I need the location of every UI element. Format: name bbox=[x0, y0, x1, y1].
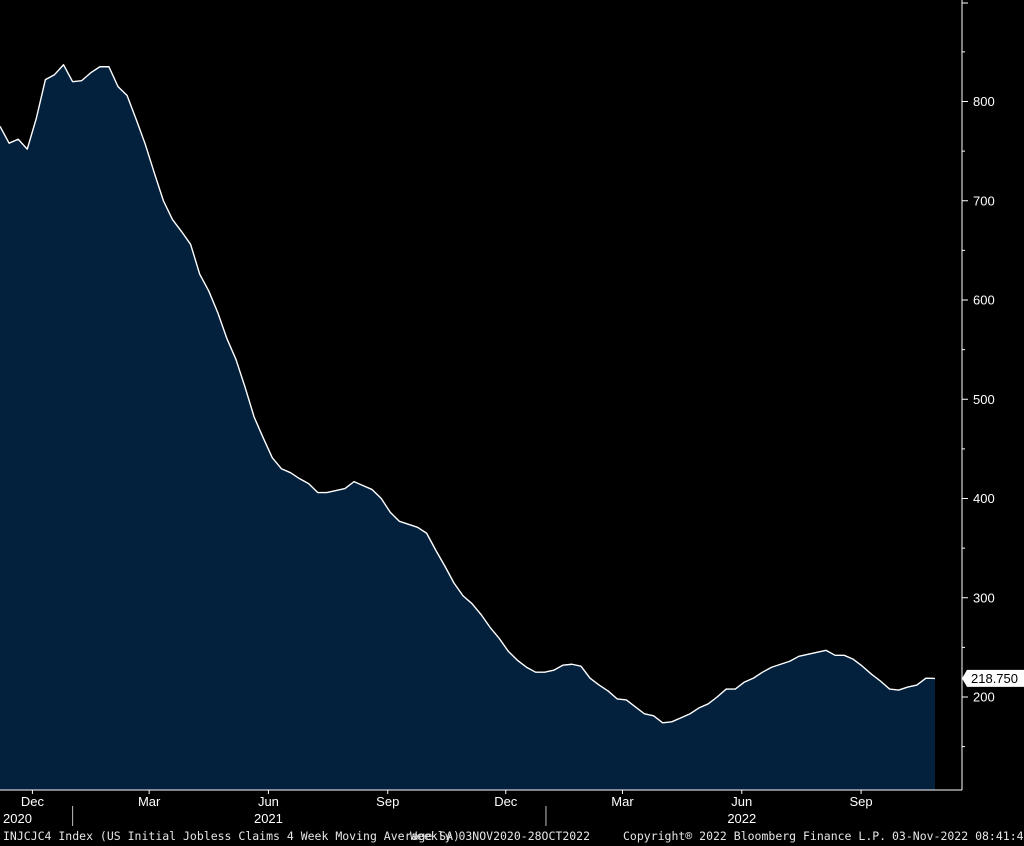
x-year-label: 2022 bbox=[727, 811, 756, 826]
y-tick-label: 200 bbox=[973, 690, 995, 705]
ticker-description: INJCJC4 Index (US Initial Jobless Claims… bbox=[3, 829, 460, 843]
series-line bbox=[0, 64, 936, 724]
y-tick-label: 800 bbox=[973, 94, 995, 109]
y-tick-label: 400 bbox=[973, 491, 995, 506]
x-month-label: Mar bbox=[138, 794, 161, 809]
copyright-notice: Copyright® 2022 Bloomberg Finance L.P. bbox=[623, 829, 887, 843]
chart-footer: INJCJC4 Index (US Initial Jobless Claims… bbox=[0, 826, 1024, 846]
x-month-label: Mar bbox=[611, 794, 634, 809]
y-tick-label: 700 bbox=[973, 193, 995, 208]
series-area-fill bbox=[0, 64, 935, 790]
x-month-label: Dec bbox=[494, 794, 518, 809]
y-tick-label: 500 bbox=[973, 392, 995, 407]
x-month-label: Jun bbox=[731, 794, 752, 809]
x-month-label: Sep bbox=[850, 794, 873, 809]
timestamp: 03-Nov-2022 08:41:41 bbox=[892, 829, 1024, 843]
x-year-label: 2021 bbox=[254, 811, 283, 826]
y-tick-label: 300 bbox=[973, 590, 995, 605]
x-year-label: 2020 bbox=[3, 811, 32, 826]
x-month-label: Sep bbox=[376, 794, 399, 809]
jobless-claims-chart: 200 300 400 500 600 700 800 Dec Mar Jun Sep Dec Mar J… bbox=[0, 0, 1024, 826]
last-value-box bbox=[962, 669, 1024, 687]
last-value-label: 218.750 bbox=[971, 671, 1018, 686]
y-tick-label: 600 bbox=[973, 293, 995, 308]
date-range: Weekly 03NOV2020-28OCT2022 bbox=[410, 829, 591, 843]
x-month-label: Jun bbox=[258, 794, 279, 809]
last-value-callout: 218.750 bbox=[962, 669, 1024, 687]
x-month-label: Dec bbox=[21, 794, 45, 809]
